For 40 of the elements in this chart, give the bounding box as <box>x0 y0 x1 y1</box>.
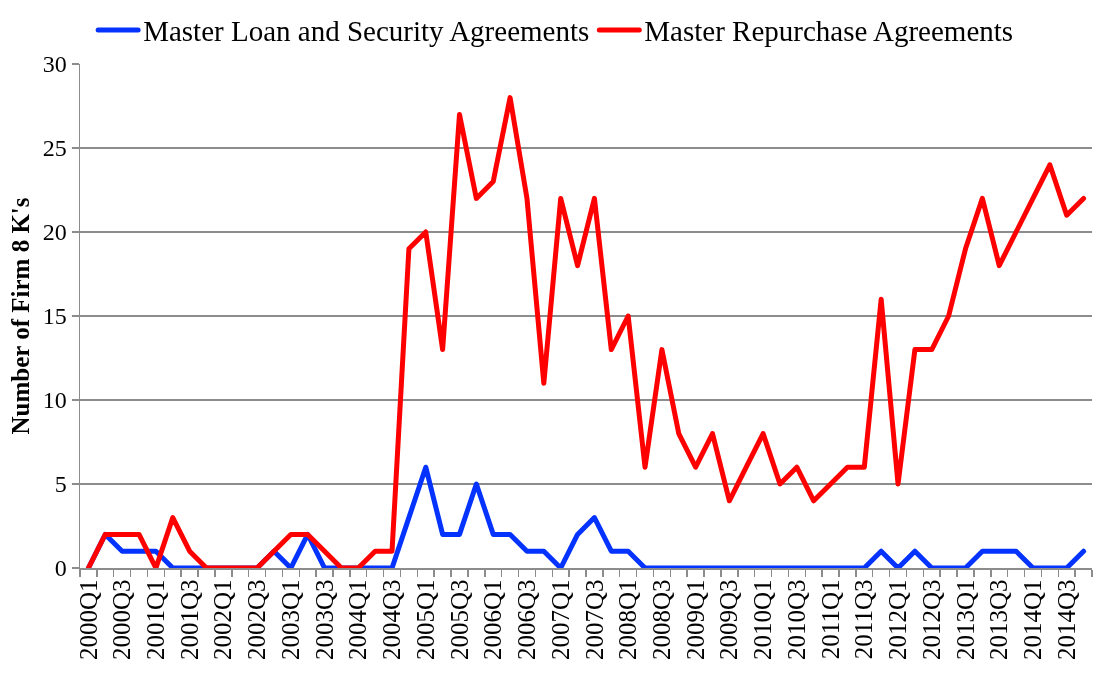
x-tick-label: 2001Q3 <box>175 579 203 661</box>
y-tick-label: 25 <box>42 135 67 162</box>
x-tick-label: 2002Q1 <box>209 579 237 661</box>
legend-label: Master Repurchase Agreements <box>644 15 1014 48</box>
x-tick-label: 2005Q3 <box>445 579 473 661</box>
y-tick-label: 5 <box>54 471 67 498</box>
x-tick-label: 2014Q1 <box>1019 579 1047 661</box>
x-tick-label: 2004Q1 <box>344 579 372 661</box>
x-tick-label: 2013Q3 <box>985 579 1013 661</box>
x-tick-label: 2007Q1 <box>546 579 574 661</box>
x-tick-label: 2011Q1 <box>816 579 844 660</box>
x-tick-label: 2014Q3 <box>1052 579 1080 661</box>
x-tick-label: 2008Q3 <box>648 579 676 661</box>
x-tick-label: 2003Q3 <box>310 579 338 661</box>
y-tick-label: 15 <box>42 303 67 330</box>
x-tick-label: 2013Q1 <box>951 579 979 661</box>
x-tick-label: 2006Q1 <box>479 579 507 661</box>
x-tick-label: 2011Q3 <box>850 579 878 660</box>
y-axis-title: Number of Firm 8 K's <box>6 197 34 435</box>
y-tick-label: 10 <box>42 387 67 414</box>
x-tick-label: 2012Q3 <box>917 579 945 661</box>
x-tick-label: 2001Q1 <box>142 579 170 661</box>
y-tick-label: 20 <box>42 219 67 246</box>
y-tick-label: 0 <box>54 555 67 582</box>
x-tick-label: 2002Q3 <box>243 579 271 661</box>
x-tick-label: 2000Q3 <box>108 579 136 661</box>
y-tick-label: 30 <box>42 51 67 78</box>
x-tick-label: 2005Q1 <box>411 579 439 661</box>
x-tick-label: 2012Q1 <box>884 579 912 661</box>
x-tick-label: 2004Q3 <box>378 579 406 661</box>
x-tick-label: 2006Q3 <box>513 579 541 661</box>
legend-label: Master Loan and Security Agreements <box>143 15 590 48</box>
x-tick-label: 2010Q1 <box>749 579 777 661</box>
x-tick-label: 2003Q1 <box>276 579 304 661</box>
x-tick-label: 2008Q1 <box>614 579 642 661</box>
x-tick-label: 2007Q3 <box>580 579 608 661</box>
x-tick-label: 2010Q3 <box>782 579 810 661</box>
x-tick-label: 2000Q1 <box>74 579 102 661</box>
x-tick-label: 2009Q1 <box>681 579 709 661</box>
x-tick-label: 2009Q3 <box>715 579 743 661</box>
